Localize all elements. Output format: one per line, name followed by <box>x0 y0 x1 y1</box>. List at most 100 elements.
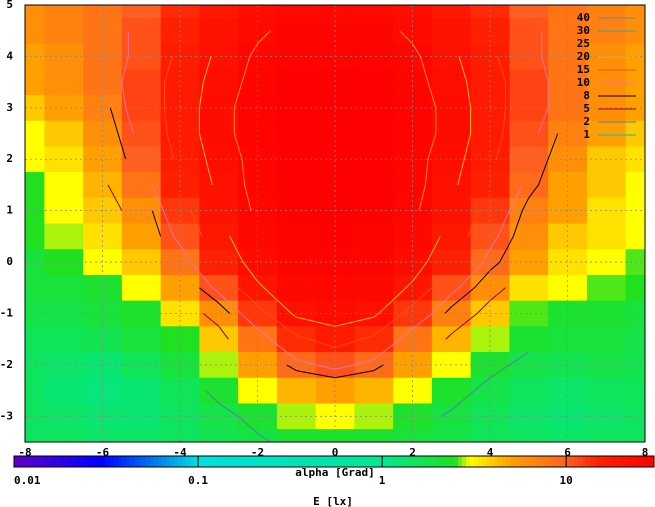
heat-cell <box>509 377 549 405</box>
colorbar-segment <box>594 456 599 467</box>
colorbar-segment <box>570 456 575 467</box>
heat-cell <box>44 172 84 199</box>
colorbar-segment <box>290 456 295 467</box>
heat-cell <box>354 223 394 250</box>
heat-cell <box>25 223 45 250</box>
heat-cell <box>354 5 394 19</box>
legend-label: 20 <box>577 50 590 63</box>
heat-cell <box>276 120 317 147</box>
heat-cell <box>625 172 645 199</box>
heat-cell <box>44 5 84 19</box>
heat-cell <box>25 429 45 442</box>
heat-cell <box>121 274 162 302</box>
colorbar-segment <box>482 456 487 467</box>
heat-cell <box>431 5 472 19</box>
heat-cell <box>25 146 45 173</box>
colorbar-segment <box>250 456 255 467</box>
colorbar-segment <box>562 456 567 467</box>
heat-cell <box>199 377 239 405</box>
colorbar-segment <box>490 456 495 467</box>
x-tick-label: 0 <box>332 446 339 459</box>
colorbar-segment <box>386 456 391 467</box>
heat-cell <box>25 326 45 353</box>
colorbar-segment <box>274 456 279 467</box>
colorbar-segment <box>46 456 51 467</box>
colorbar-segment <box>66 456 71 467</box>
heat-cell <box>431 274 472 302</box>
heat-cell <box>121 120 162 147</box>
contour-line <box>109 107 559 379</box>
colorbar-segment <box>346 456 351 467</box>
heat-cell <box>276 274 317 302</box>
heat-cell <box>121 377 162 405</box>
colorbar-segment <box>190 456 195 467</box>
colorbar-segment <box>506 456 511 467</box>
colorbar-segment <box>74 456 79 467</box>
heat-cell <box>25 69 45 96</box>
colorbar-segment <box>38 456 43 467</box>
colorbar-segment <box>198 456 203 467</box>
colorbar-segment <box>218 456 223 467</box>
heat-cell <box>199 274 239 302</box>
y-tick-label: 4 <box>6 49 13 62</box>
x-tick-label: 2 <box>409 446 416 459</box>
heat-cell <box>431 326 472 353</box>
heat-cell <box>470 274 510 302</box>
colorbar-segment <box>606 456 611 467</box>
colorbar-segment <box>546 456 551 467</box>
colorbar-segment <box>50 456 55 467</box>
colorbar-segment <box>178 456 183 467</box>
colorbar-segment <box>350 456 355 467</box>
colorbar-segment <box>538 456 543 467</box>
heat-cell <box>44 377 84 405</box>
heat-cell <box>509 326 549 353</box>
colorbar-segment <box>118 456 123 467</box>
colorbar-segment <box>266 456 271 467</box>
heat-cell <box>276 429 317 442</box>
colorbar-segment <box>470 456 475 467</box>
heat-cell <box>44 274 84 302</box>
y-tick-label: -2 <box>0 358 13 371</box>
colorbar-segment <box>62 456 67 467</box>
heat-cell <box>586 377 627 405</box>
heat-cell <box>25 197 45 225</box>
x-tick-label: 4 <box>487 446 494 459</box>
colorbar-segment <box>94 456 99 467</box>
heat-cell <box>354 377 394 405</box>
colorbar-segment <box>566 456 571 467</box>
colorbar-segment <box>450 456 455 467</box>
heat-cell <box>83 120 123 147</box>
x-tick-label: 6 <box>564 446 571 459</box>
colorbar-segment <box>22 456 27 467</box>
colorbar-segment <box>618 456 623 467</box>
colorbar-segment <box>42 456 47 467</box>
colorbar-segment <box>34 456 39 467</box>
colorbar-segment <box>586 456 591 467</box>
heat-cell <box>44 326 84 353</box>
colorbar-segment <box>558 456 563 467</box>
heat-cell <box>121 223 162 250</box>
axes <box>24 4 646 443</box>
colorbar-segment <box>142 456 147 467</box>
colorbar-segment <box>254 456 259 467</box>
heat-cell <box>44 120 84 147</box>
colorbar-segment <box>610 456 615 467</box>
colorbar-segment <box>574 456 579 467</box>
colorbar-segment <box>162 456 167 467</box>
contour-line <box>198 56 472 327</box>
colorbar-segment <box>578 456 583 467</box>
colorbar-segment <box>206 456 211 467</box>
heat-cell <box>625 5 645 19</box>
heat-cell <box>276 69 317 96</box>
heat-cell <box>431 172 472 199</box>
heat-cell <box>431 223 472 250</box>
heat-cell <box>625 223 645 250</box>
heat-cell <box>25 377 45 405</box>
heat-cell <box>121 17 162 45</box>
colorbar-tick-label: 10 <box>560 474 573 487</box>
colorbar-segment <box>54 456 59 467</box>
heat-cell <box>276 172 317 199</box>
heat-cell <box>160 274 200 302</box>
colorbar-segment <box>18 456 23 467</box>
